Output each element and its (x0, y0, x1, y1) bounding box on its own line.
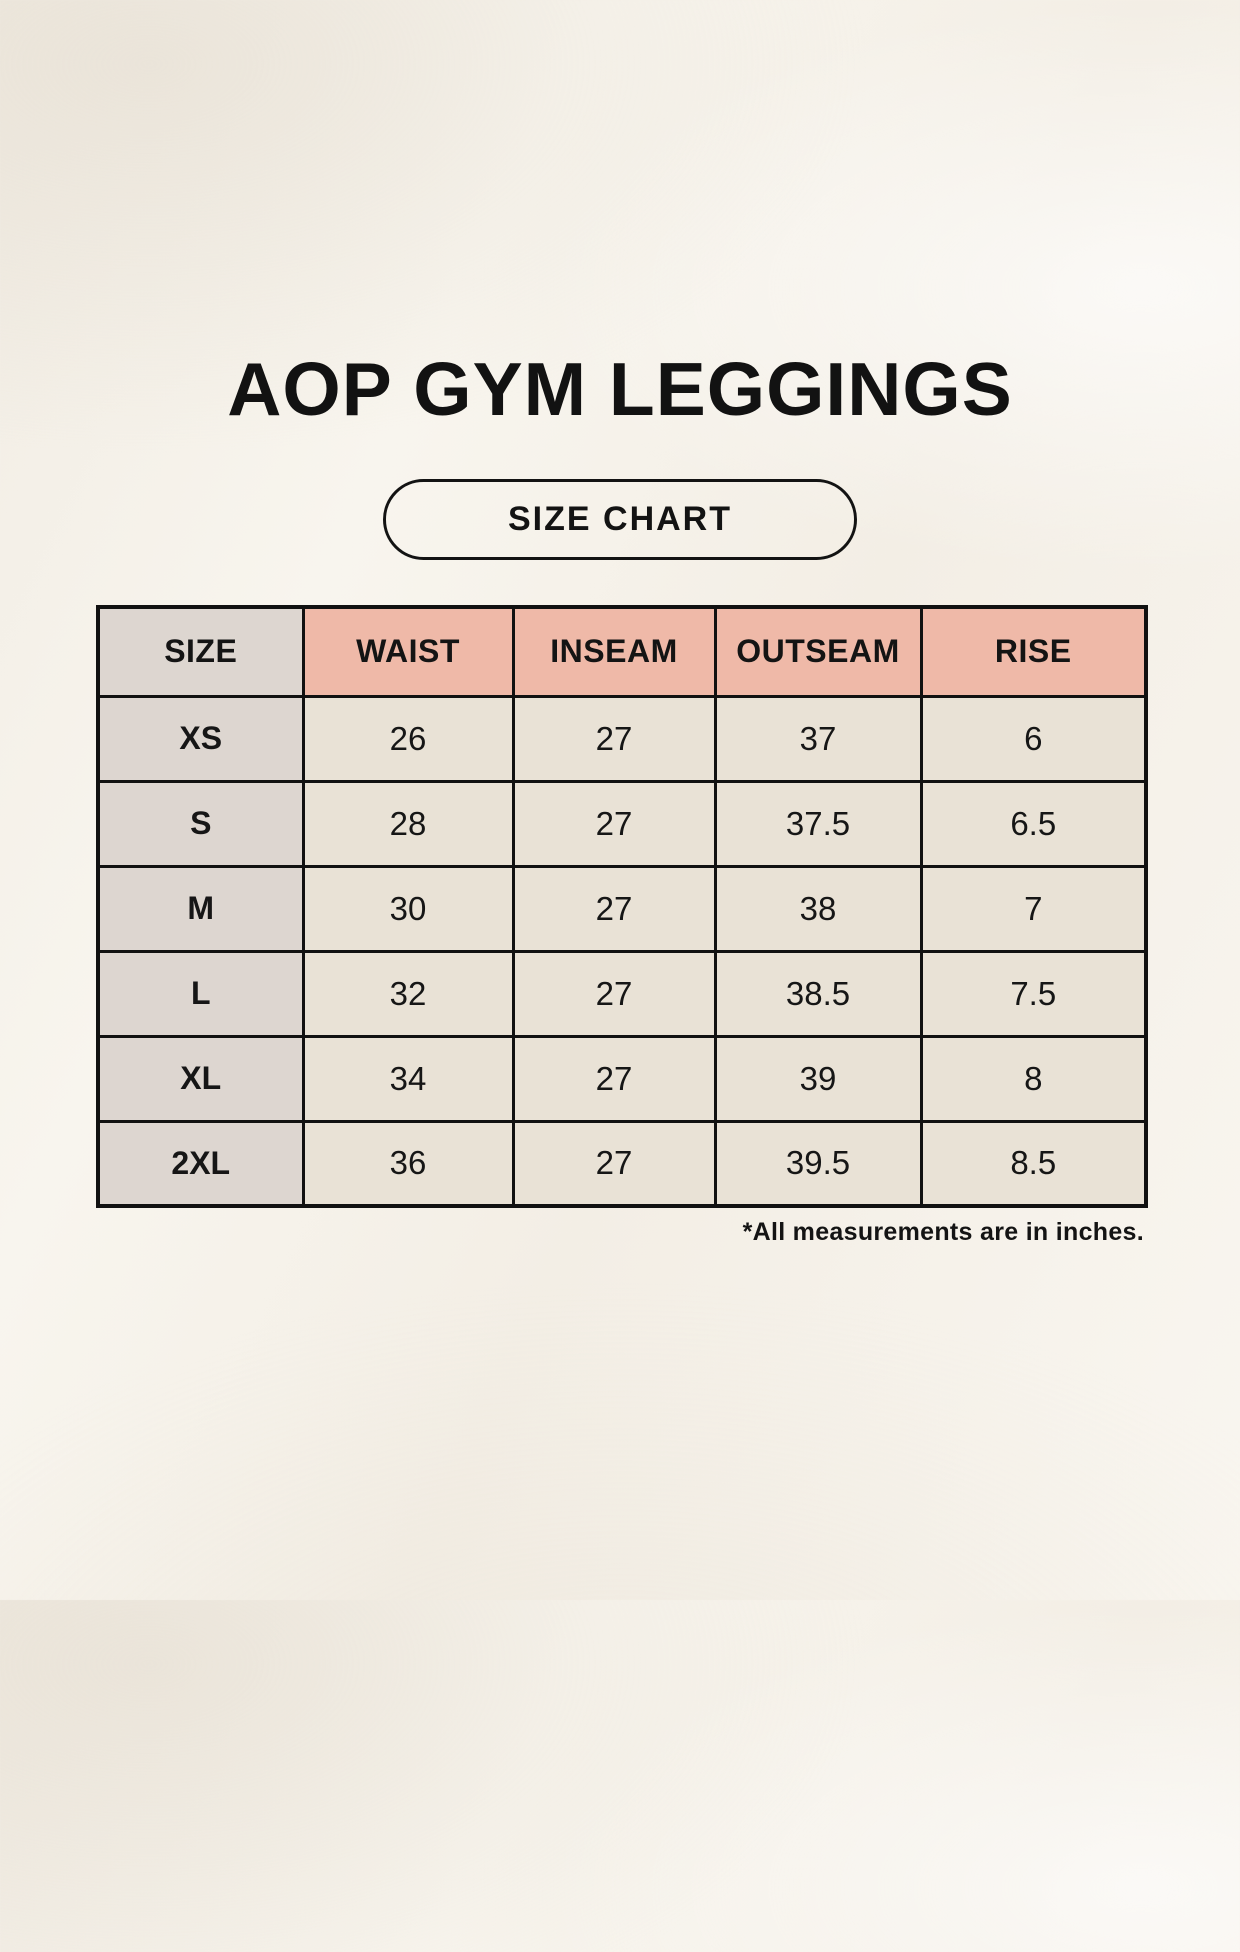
table-row: M 30 27 38 7 (96, 864, 1148, 953)
measurement-cell: 39.5 (713, 1119, 923, 1208)
size-chart-badge-label: SIZE CHART (508, 500, 732, 538)
measurement-cell: 27 (511, 949, 717, 1038)
table-row: XL 34 27 39 8 (96, 1034, 1148, 1123)
measurement-cell: 7.5 (919, 949, 1148, 1038)
measurement-cell: 28 (301, 779, 515, 868)
measurement-cell: 37.5 (713, 779, 923, 868)
size-label-cell: XS (96, 694, 305, 783)
column-header-outseam: OUTSEAM (713, 605, 923, 698)
table-row: L 32 27 38.5 7.5 (96, 949, 1148, 1038)
measurement-cell: 8.5 (919, 1119, 1148, 1208)
column-header-inseam: INSEAM (511, 605, 717, 698)
measurement-cell: 7 (919, 864, 1148, 953)
measurement-cell: 36 (301, 1119, 515, 1208)
measurement-cell: 26 (301, 694, 515, 783)
column-header-waist: WAIST (301, 605, 515, 698)
measurement-cell: 34 (301, 1034, 515, 1123)
measurement-cell: 27 (511, 1119, 717, 1208)
measurement-cell: 27 (511, 694, 717, 783)
size-chart-badge: SIZE CHART (383, 479, 857, 560)
size-label-cell: M (96, 864, 305, 953)
table-row: XS 26 27 37 6 (96, 694, 1148, 783)
measurement-cell: 39 (713, 1034, 923, 1123)
measurement-cell: 6 (919, 694, 1148, 783)
measurement-cell: 38 (713, 864, 923, 953)
size-chart-table: SIZE WAIST INSEAM OUTSEAM RISE XS 26 27 37 6… (96, 605, 1148, 1208)
page-title: AOP GYM LEGGINGS (227, 347, 1013, 431)
measurement-cell: 30 (301, 864, 515, 953)
measurement-cell: 32 (301, 949, 515, 1038)
table-row: 2XL 36 27 39.5 8.5 (96, 1119, 1148, 1208)
measurement-cell: 27 (511, 1034, 717, 1123)
size-label-cell: L (96, 949, 305, 1038)
measurement-cell: 6.5 (919, 779, 1148, 868)
table-body: XS 26 27 37 6 S 28 27 37.5 6.5 M 30 27 38 7 L 32 27 38.5 7.… (96, 694, 1148, 1208)
measurements-footnote: *All measurements are in inches. (742, 1218, 1144, 1246)
size-label-cell: 2XL (96, 1119, 305, 1208)
measurement-cell: 37 (713, 694, 923, 783)
size-label-cell: S (96, 779, 305, 868)
measurement-cell: 27 (511, 864, 717, 953)
table-header-row: SIZE WAIST INSEAM OUTSEAM RISE (96, 605, 1148, 698)
size-chart-page: AOP GYM LEGGINGS SIZE CHART SIZE WAIST I… (0, 352, 1240, 1952)
measurement-cell: 27 (511, 779, 717, 868)
measurement-cell: 8 (919, 1034, 1148, 1123)
column-header-rise: RISE (919, 605, 1148, 698)
table-row: S 28 27 37.5 6.5 (96, 779, 1148, 868)
size-label-cell: XL (96, 1034, 305, 1123)
measurement-cell: 38.5 (713, 949, 923, 1038)
column-header-size: SIZE (96, 605, 305, 698)
